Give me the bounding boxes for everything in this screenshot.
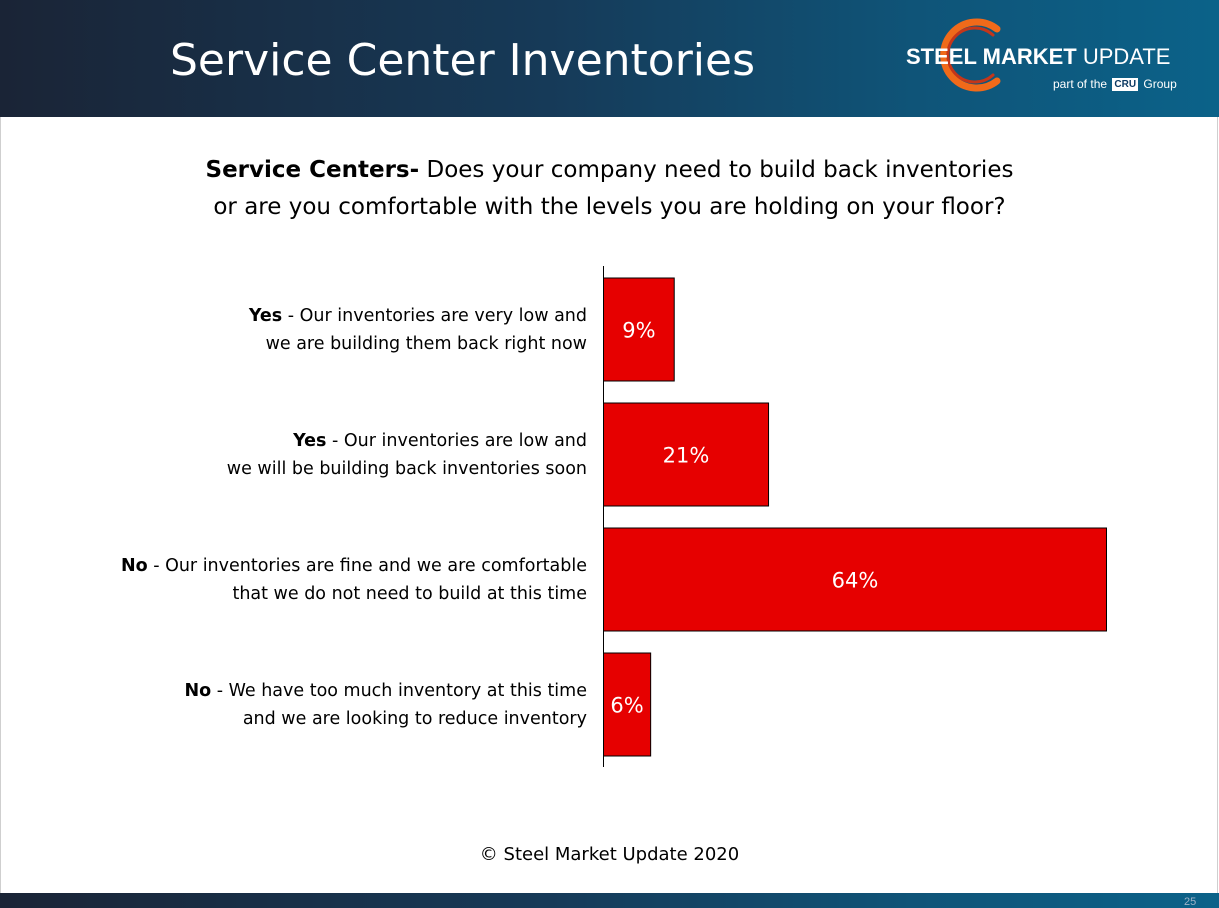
category-label: No - We have too much inventory at this … — [27, 677, 587, 733]
cru-logo-box: CRU — [1112, 78, 1139, 91]
category-label: Yes - Our inventories are low and we will… — [27, 427, 587, 483]
logo-wordmark: STEEL MARKET UPDATE — [906, 44, 1170, 70]
category-label-line-2: and we are looking to reduce inventory — [242, 708, 587, 729]
logo-name-bold: STEEL MARKET — [906, 44, 1077, 69]
page-number: 25 — [1184, 896, 1197, 908]
slide-left-border — [0, 117, 1, 893]
category-label-bold: No — [184, 680, 212, 701]
bar-chart: 9% 21% 64% 6% — [603, 266, 1107, 767]
footer-bar — [0, 893, 1219, 908]
category-label-line-1: No - We have too much inventory at this … — [27, 677, 587, 705]
logo-ring-icon — [940, 18, 1001, 92]
category-label-text: - Our inventories are low and — [326, 430, 587, 451]
bar — [603, 527, 1107, 632]
category-label-line-1: Yes - Our inventories are very low and — [27, 302, 587, 330]
data-label: 9% — [622, 319, 655, 343]
question-bold: Service Centers- — [205, 157, 420, 183]
question-line-2: or are you comfortable with the levels y… — [213, 194, 1006, 220]
data-label: 6% — [610, 694, 643, 718]
category-label: Yes - Our inventories are very low and we… — [27, 302, 587, 358]
data-label: 21% — [663, 444, 710, 468]
bar — [603, 277, 675, 382]
category-label-text: - Our inventories are fine and we are co… — [147, 555, 587, 576]
header-bar: Service Center Inventories STEEL MARKET … — [0, 0, 1219, 117]
survey-question: Service Centers- Does your company need … — [0, 152, 1219, 226]
bar — [603, 652, 652, 757]
category-label-bold: No — [120, 555, 148, 576]
category-label-line-2: we are building them back right now — [265, 333, 587, 354]
category-label-line-1: Yes - Our inventories are low and — [27, 427, 587, 455]
logo-sub-prefix: part of the — [1053, 77, 1108, 91]
logo-subline: part of the CRU Group — [1053, 76, 1177, 92]
logo-sub-suffix: Group — [1143, 77, 1177, 91]
bar — [603, 402, 770, 507]
category-label-line-1: No - Our inventories are fine and we are… — [27, 552, 587, 580]
category-label-line-2: we will be building back inventories soo… — [226, 458, 587, 479]
category-label-text: - We have too much inventory at this tim… — [211, 680, 587, 701]
category-label-bold: Yes — [248, 305, 283, 326]
question-line-1: Service Centers- Does your company need … — [0, 152, 1219, 189]
category-label-line-2: that we do not need to build at this tim… — [232, 583, 587, 604]
slide-title: Service Center Inventories — [170, 35, 756, 86]
category-label-bold: Yes — [293, 430, 327, 451]
category-label-text: - Our inventories are very low and — [282, 305, 587, 326]
slide-right-border — [1217, 117, 1218, 893]
category-label: No - Our inventories are fine and we are… — [27, 552, 587, 608]
copyright-text: © Steel Market Update 2020 — [479, 844, 740, 865]
logo-name-regular: UPDATE — [1076, 44, 1171, 69]
data-label: 64% — [832, 569, 879, 593]
question-line1-text: Does your company need to build back inv… — [419, 157, 1014, 183]
